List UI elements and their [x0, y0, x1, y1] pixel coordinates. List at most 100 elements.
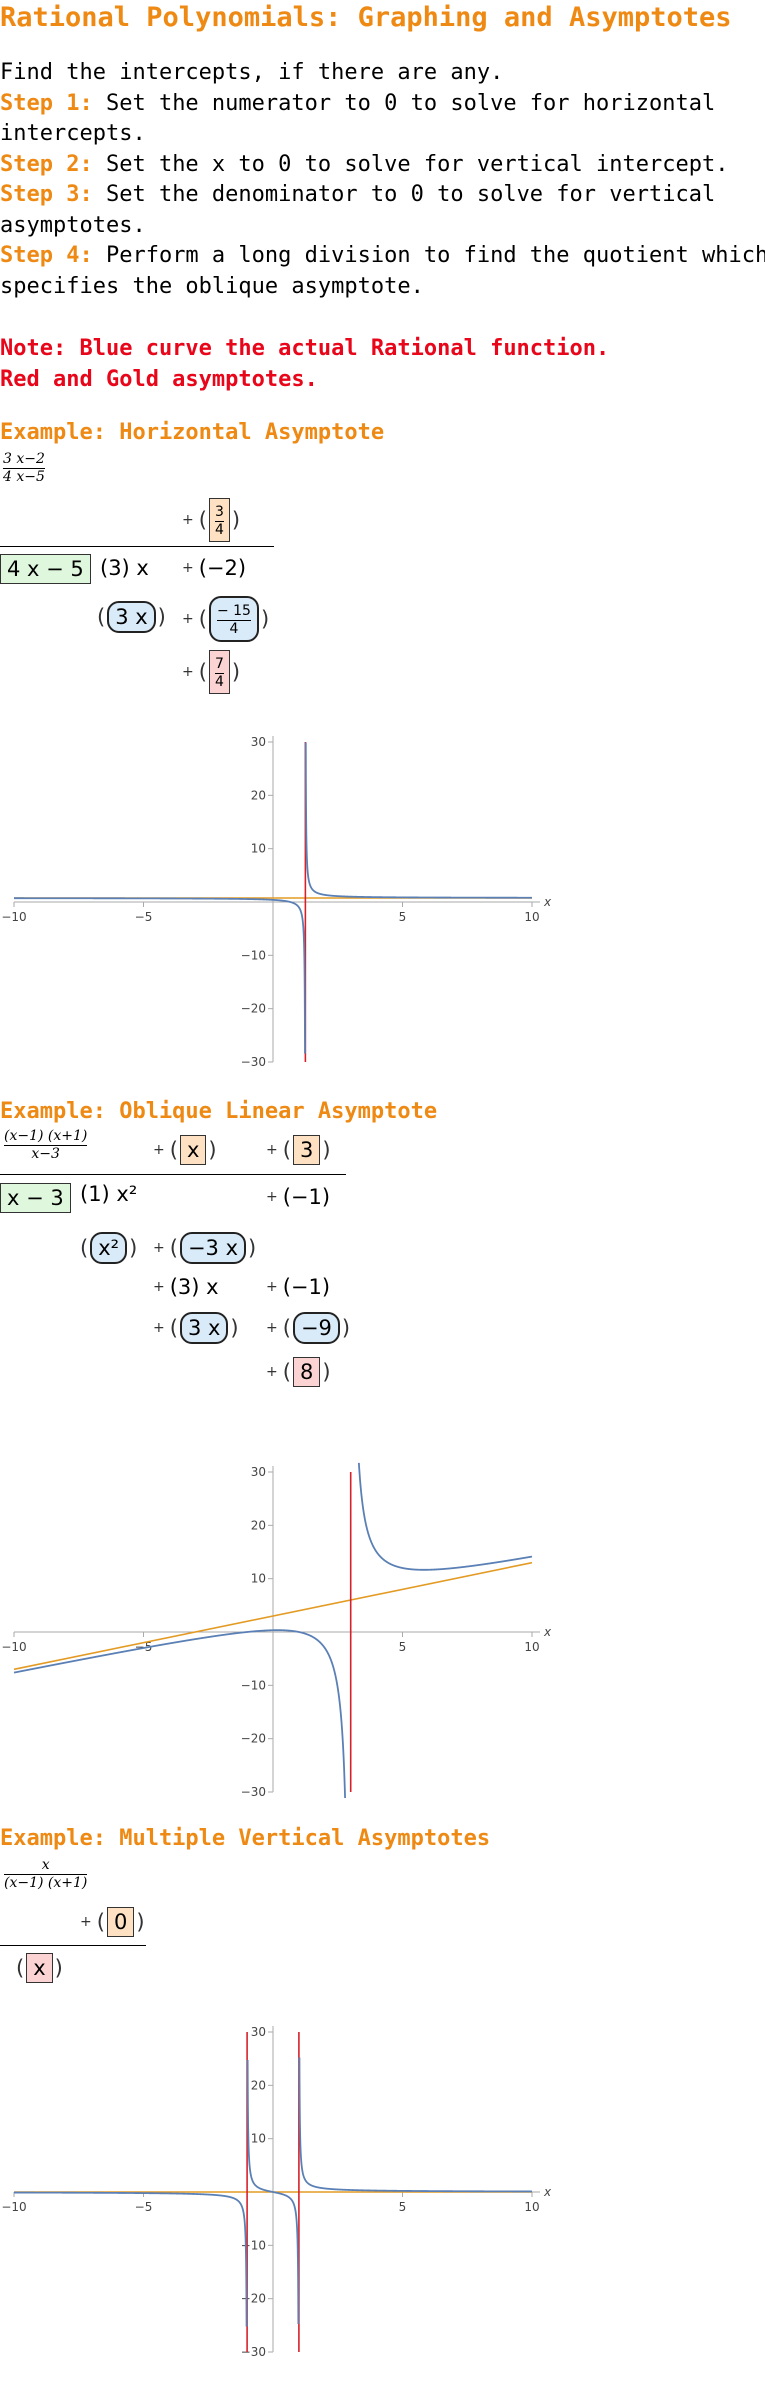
y-tick-label: −20 [241, 1002, 266, 1016]
divisor-box: x − 3 [0, 1183, 71, 1213]
y-tick-label: 10 [251, 1572, 266, 1586]
remainder-box: 8 [292, 1357, 321, 1387]
y-tick-label: 10 [251, 842, 266, 856]
example-2-heading: Example: Oblique Linear Asymptote [0, 1099, 438, 1124]
product-mid-box: 3 x [179, 1312, 229, 1344]
example-2-fraction: (x−1) (x+1) x−3 [4, 1128, 88, 1162]
dividend-const: + (−1) [266, 1185, 330, 1209]
fraction-denominator: (x−1) (x+1) [4, 1875, 88, 1891]
remainder-1-mid: + (3) x [153, 1275, 219, 1299]
product-const: +( − 15 4 ) [182, 596, 269, 642]
example-3-heading: Example: Multiple Vertical Asymptotes [0, 1826, 491, 1851]
plus-sign: + [266, 1189, 278, 1205]
product-lead-box: x² [90, 1232, 128, 1264]
divisor: x − 3 [0, 1183, 71, 1213]
y-tick-label: −10 [241, 1678, 266, 1692]
division-line [0, 1174, 346, 1175]
y-tick-label: −20 [241, 1732, 266, 1746]
remainder-mid-text: (3) x [169, 1275, 219, 1299]
example-3-fraction: x (x−1) (x+1) [4, 1858, 88, 1891]
x-tick-label: −5 [135, 2200, 153, 2214]
divisor-box: 4 x − 5 [0, 554, 91, 584]
fraction-numerator: (x−1) (x+1) [4, 1128, 88, 1144]
y-tick-label: 30 [251, 1465, 266, 1479]
quotient-term-const: +(3) [266, 1135, 331, 1165]
dividend-lead: (3) x [100, 556, 149, 580]
y-tick-label: −30 [241, 2345, 266, 2358]
plus-sign: + [182, 560, 194, 576]
frac-den: 4 [214, 674, 224, 690]
step-2: Step 2: Set the x to 0 to solve for vert… [0, 150, 765, 181]
dividend-lead-text: (1) x² [80, 1182, 138, 1206]
x-axis-label: x [543, 895, 552, 909]
frac-num: 3 [214, 504, 224, 520]
remainder: +(8) [266, 1357, 331, 1387]
product-2-const: +(−9) [266, 1312, 350, 1344]
rational-function-curve [14, 742, 532, 1054]
step-1-text-cont: intercepts. [0, 121, 146, 146]
y-tick-label: 20 [251, 788, 266, 802]
step-1-label: Step 1: [0, 90, 93, 116]
x-tick-label: 10 [524, 910, 539, 924]
fraction-denominator: 4 x−5 [3, 469, 45, 485]
product-mid-box: −3 x [179, 1232, 246, 1264]
frac-num: 7 [214, 656, 224, 672]
y-tick-label: −10 [241, 2238, 266, 2252]
divisor: 4 x − 5 [0, 554, 91, 584]
product-lead-box: 3 x [107, 601, 156, 633]
quotient-x-box: x [179, 1135, 207, 1165]
y-tick-label: 30 [251, 2025, 266, 2039]
product-1-mid: +(−3 x) [153, 1232, 256, 1264]
rational-function-curve [13, 1462, 533, 1798]
frac-den: 4 [214, 522, 224, 538]
plus-sign: + [182, 512, 194, 528]
x-tick-label: −10 [1, 2200, 26, 2214]
product-lead: (3 x) [97, 601, 166, 633]
x-tick-label: 5 [399, 2200, 407, 2214]
x-axis-label: x [543, 1625, 552, 1639]
fraction-denominator: x−3 [31, 1146, 60, 1162]
x-tick-label: 10 [524, 1640, 539, 1654]
product-1-lead: (x²) [80, 1232, 137, 1264]
y-tick-label: 20 [251, 1518, 266, 1532]
y-tick-label: −20 [241, 2292, 266, 2306]
x-tick-label: −10 [1, 910, 26, 924]
frac-num: − 15 [216, 603, 251, 619]
dividend-const: + (−2) [182, 556, 246, 580]
step-3-text-cont: asymptotes. [0, 212, 146, 238]
note: Note: Blue curve the actual Rational fun… [0, 334, 609, 395]
remainder-box: x [26, 1953, 53, 1983]
division-line [0, 1945, 146, 1946]
product-2-mid: +(3 x) [153, 1312, 239, 1344]
remainder: (x) [16, 1953, 63, 1983]
y-tick-label: −10 [241, 948, 266, 962]
note-line-2: Red and Gold asymptotes. [0, 366, 318, 392]
dividend-lead: (1) x² [80, 1182, 137, 1206]
x-tick-label: 10 [524, 2200, 539, 2214]
product-const-box: −9 [292, 1312, 340, 1344]
y-tick-label: −30 [241, 1785, 266, 1798]
instructions: Find the intercepts, if there are any. S… [0, 58, 765, 302]
dividend-const-text: (−1) [282, 1185, 331, 1209]
step-4: Step 4: Perform a long division to find … [0, 241, 765, 272]
remainder-const-text: (−1) [282, 1275, 331, 1299]
chart-horizontal-asymptote: −10 −5 5 10 −30 −20 −10 10 20 30 x [1, 735, 552, 1068]
fraction-numerator: 3 x−2 [3, 451, 45, 467]
quotient-term: +(0) [80, 1907, 145, 1937]
division-line [0, 546, 274, 547]
frac-den: 4 [229, 621, 239, 637]
step-4-text-cont: specifies the oblique asymptote. [0, 273, 424, 299]
step-2-text: Set the x to 0 to solve for vertical int… [92, 151, 729, 177]
y-tick-label: −30 [241, 1055, 266, 1068]
intro-text: Find the intercepts, if there are any. [0, 60, 504, 85]
step-1: Step 1: Set the numerator to 0 to solve … [0, 89, 765, 120]
page-title: Rational Polynomials: Graphing and Asymp… [0, 2, 732, 33]
step-3: Step 3: Set the denominator to 0 to solv… [0, 180, 765, 211]
asymptote-line [13, 1561, 533, 1671]
quotient-term-x: +(x) [153, 1135, 217, 1165]
x-tick-label: 5 [399, 1640, 407, 1654]
chart-vertical-asymptotes: −10 −5 5 10 −30 −20 −10 10 20 30 x [1, 2025, 552, 2358]
step-2-label: Step 2: [0, 151, 93, 177]
